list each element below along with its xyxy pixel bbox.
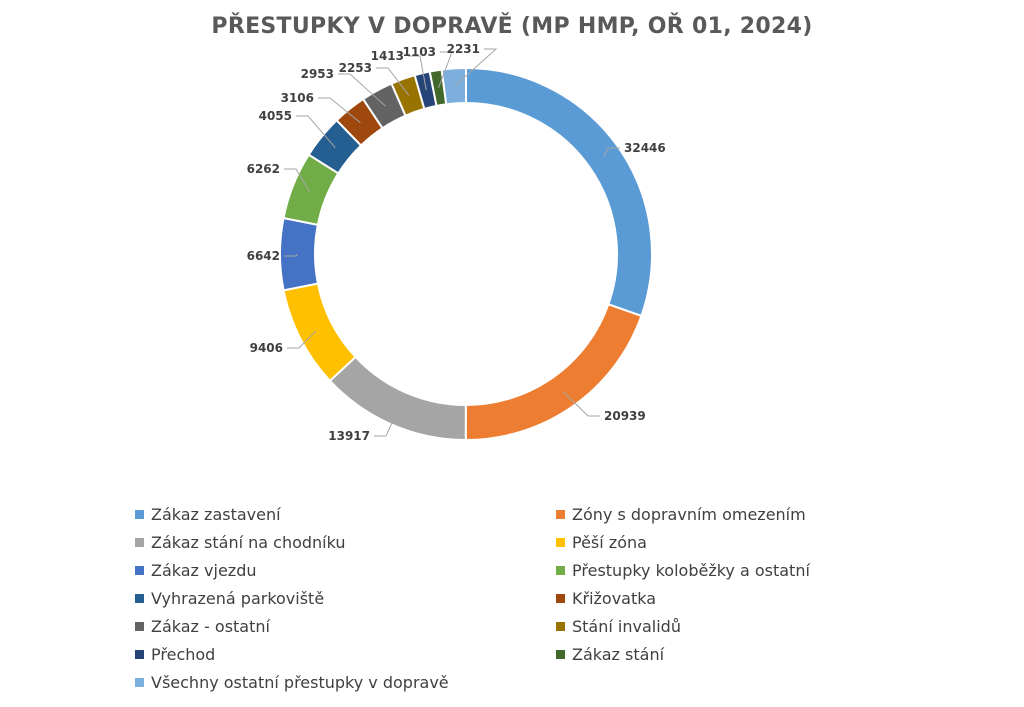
leader-line — [284, 168, 310, 192]
leader-line — [408, 55, 427, 91]
donut-slice — [440, 66, 467, 106]
donut-slice — [465, 66, 653, 318]
data-label: 4055 — [259, 109, 292, 123]
leader-line — [454, 48, 498, 87]
data-label: 20939 — [604, 409, 646, 423]
data-label: 2953 — [301, 67, 334, 81]
data-label: 2253 — [339, 61, 372, 75]
data-label: 13917 — [328, 429, 370, 443]
donut-slices — [279, 66, 653, 442]
data-label: 1103 — [403, 45, 436, 59]
leader-lines — [284, 48, 620, 437]
donut-slice — [328, 355, 467, 442]
leader-line — [287, 330, 317, 349]
donut-slice — [279, 216, 320, 292]
donut-slice — [282, 282, 357, 383]
leader-line — [438, 51, 453, 88]
leader-line — [284, 253, 298, 257]
data-label: 1413 — [371, 49, 404, 63]
data-label: 6262 — [247, 162, 280, 176]
chart-title: PŘESTUPKY V DOPRAVĚ (MP HMP, OŘ 01, 2024… — [211, 14, 813, 39]
data-label: 9406 — [250, 341, 283, 355]
leader-line — [296, 115, 336, 149]
data-label: 3106 — [281, 91, 314, 105]
data-label: 32446 — [624, 141, 666, 155]
data-label: 2231 — [447, 42, 480, 56]
leader-line — [562, 391, 600, 417]
data-labels: 32446 20939 13917 9406 6642 6262 4055 3106 2953 2… — [247, 42, 666, 443]
leader-line — [338, 73, 386, 107]
data-label: 6642 — [247, 249, 280, 263]
leader-line — [603, 147, 620, 157]
leader-line — [374, 408, 400, 437]
leader-line — [376, 67, 410, 96]
leader-line — [318, 97, 361, 124]
